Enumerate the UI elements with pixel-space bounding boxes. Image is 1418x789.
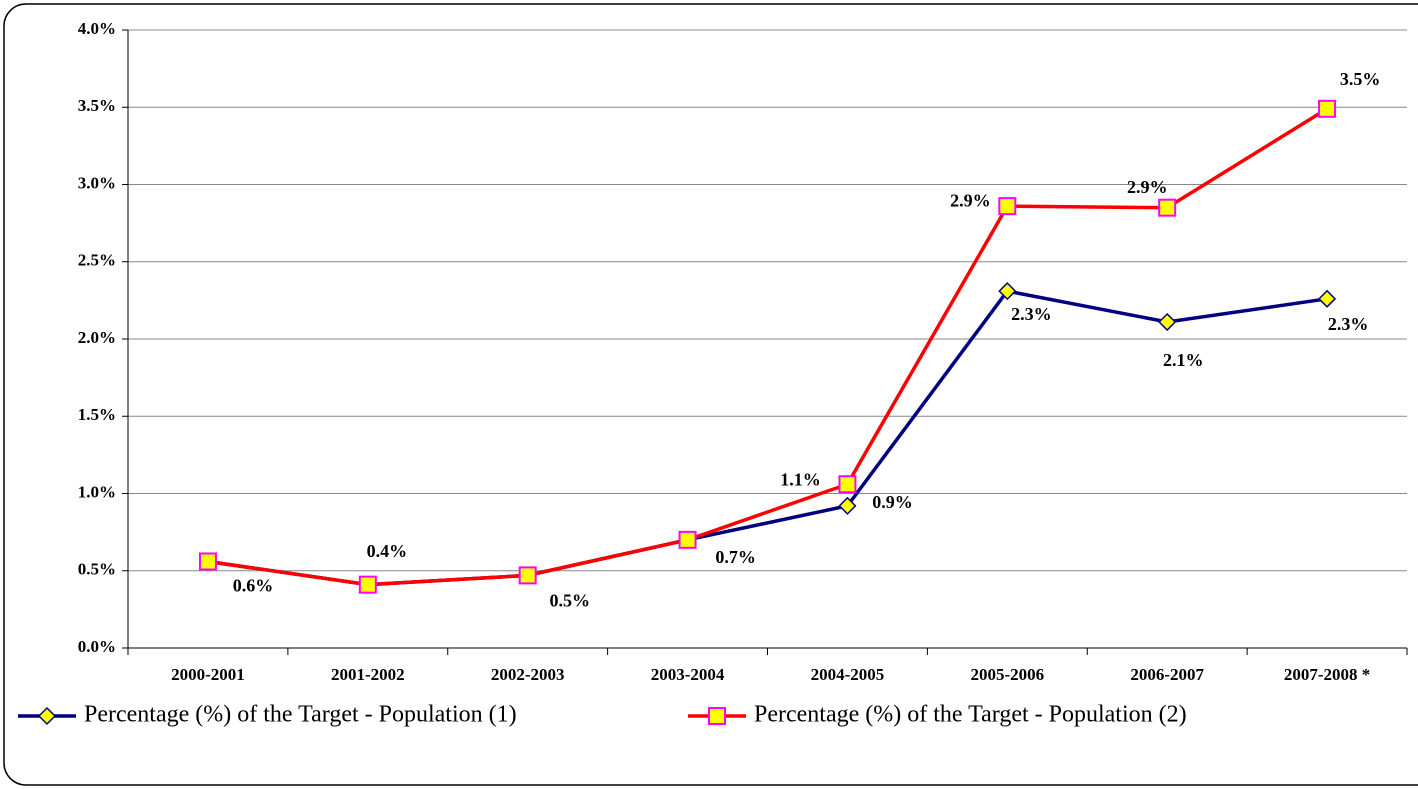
data-point [1158,198,1177,217]
data-label: 2.3% [1328,314,1369,334]
y-tick-label: 0.5% [78,560,116,579]
data-label: 1.1% [780,469,821,489]
x-tick-label: 2004-2005 [811,665,885,684]
data-point [1158,312,1177,332]
data-point [1317,289,1337,308]
data-label: 3.5% [1340,69,1381,89]
data-label: 2.1% [1163,350,1204,370]
data-point [358,575,377,594]
data-point [998,197,1017,216]
data-label: 0.4% [367,541,408,561]
data-point [998,282,1017,301]
y-tick-label: 3.5% [78,96,116,115]
data-point [518,566,537,585]
x-tick-label: 2001-2002 [331,665,405,684]
data-label: 0.6% [233,576,274,596]
data-point [678,530,697,549]
x-tick-label: 2007-2008 * [1284,665,1370,684]
x-tick-label: 2000-2001 [171,665,245,684]
y-tick-label: 1.5% [78,405,116,424]
y-tick-label: 3.0% [78,173,116,192]
x-tick-label: 2003-2004 [651,665,725,684]
data-label: 0.9% [872,492,913,512]
legend-marker [708,707,726,725]
y-tick-label: 1.0% [78,482,116,501]
data-point [838,475,857,494]
y-tick-label: 4.0% [78,19,116,38]
x-tick-label: 2006-2007 [1130,665,1204,684]
legend-label: Percentage (%) of the Target - Populatio… [84,702,517,728]
data-label: 2.3% [1011,304,1052,324]
x-tick-label: 2005-2006 [970,665,1044,684]
y-tick-label: 2.5% [78,251,116,270]
x-tick-label: 2002-2003 [491,665,565,684]
data-point [1318,99,1337,118]
data-label: 0.7% [715,547,756,567]
y-tick-label: 0.0% [78,637,116,656]
data-point [198,552,217,571]
data-label: 0.5% [549,591,590,611]
legend-label: Percentage (%) of the Target - Populatio… [754,702,1187,728]
chart-border [3,3,1418,786]
y-tick-label: 2.0% [78,328,116,347]
data-point [838,496,857,515]
data-label: 2.9% [950,190,991,210]
legend-marker [37,706,57,726]
series-line [207,107,1328,587]
data-label: 2.9% [1127,177,1168,197]
